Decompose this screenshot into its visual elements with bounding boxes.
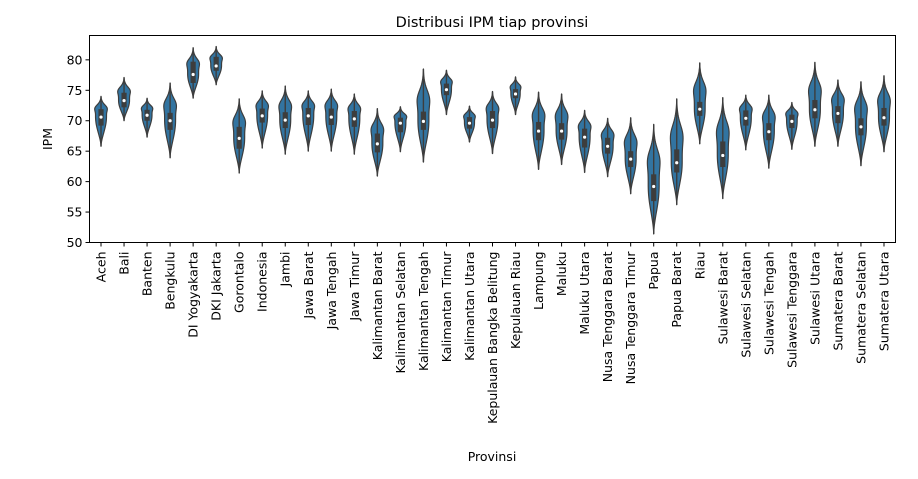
y-tick-label: 65 [67,144,83,159]
violin-median [237,136,241,140]
violin-box [674,149,680,173]
violin-median [329,115,333,119]
violin-box [213,56,219,71]
violin-median [767,130,771,134]
x-tick-label: Jawa Tengah [324,252,339,331]
x-tick-label: Lampung [531,252,546,311]
violin-median [559,129,564,133]
violin-median [260,114,264,118]
y-axis-label: IPM [40,128,55,150]
x-axis-label: Provinsi [468,449,517,464]
violin-median [490,118,495,122]
violin-box [397,117,403,133]
violin-median [168,119,172,123]
violin-median [145,113,149,117]
violin-median [122,99,126,103]
chart-title: Distribusi IPM tiap provinsi [396,15,589,31]
x-tick-label: Nusa Tenggara Timur [623,251,638,385]
violin-median [467,121,472,125]
violin-median [306,114,310,118]
violin-median [444,88,449,92]
violin-median [99,115,103,119]
violin-median [513,92,518,96]
x-tick-label: DKI Jakarta [209,252,224,321]
x-tick-label: Jambi [278,252,293,288]
x-tick-label: Sulawesi Selatan [738,252,753,358]
violin-median [744,116,748,120]
y-tick-label: 55 [67,205,83,220]
violin-median [283,118,287,122]
x-tick-label: Bengkulu [163,252,178,310]
violin-median [652,184,656,189]
x-tick-label: Maluku [554,252,569,297]
x-tick-label: Aceh [94,252,109,283]
x-tick-label: Kalimantan Barat [370,251,385,360]
violin-median [721,153,725,158]
x-tick-label: Banten [140,252,155,297]
violin-median [421,119,426,123]
y-axis: 50 55 60 65 70 75 80 [67,52,90,250]
y-tick-label: 80 [67,52,83,67]
x-tick-label: Kalimantan Selatan [393,252,408,374]
violin-median [583,135,587,139]
x-axis: Aceh Bali Banten Bengkulu DI Yogyakarta DKI J… [94,242,891,424]
plot-area [94,45,891,235]
violin-median [214,64,218,68]
violin-box [190,61,196,83]
x-tick-label: DI Yogyakarta [186,252,201,338]
violin-median [398,121,402,125]
violin-median [352,117,356,121]
violin-median [536,129,541,133]
x-tick-label: Jawa Timur [347,251,362,322]
x-tick-label: Kalimantan Timur [439,251,454,363]
x-tick-label: Sumatera Barat [830,251,845,350]
violin-median [606,144,610,148]
violin-median [882,116,886,120]
x-tick-label: Sulawesi Barat [715,251,730,344]
x-tick-label: Bali [117,252,132,275]
x-tick-label: Riau [692,252,707,280]
x-tick-label: Maluku Utara [577,252,592,335]
y-tick-label: 50 [67,235,83,250]
y-tick-label: 75 [67,83,83,98]
violin-median [859,125,863,129]
violin-median [813,108,817,112]
violin-median [790,119,794,123]
violin-median [698,107,702,111]
y-tick-label: 70 [67,113,83,128]
x-tick-label: Papua Barat [669,251,684,327]
x-tick-label: Kepulauan Bangka Belitung [485,252,500,424]
x-tick-label: Jawa Barat [301,251,316,319]
violin-median [191,72,195,77]
violin-median [375,142,379,146]
x-tick-label: Papua [646,252,661,290]
x-tick-label: Sumatera Selatan [853,252,868,364]
x-tick-label: Nusa Tenggara Barat [600,251,615,382]
violin-median [629,157,633,161]
x-tick-label: Kalimantan Tengah [416,252,431,371]
violin-median [836,111,840,116]
x-tick-label: Gorontalo [232,252,247,313]
x-tick-label: Kalimantan Utara [462,252,477,361]
x-tick-label: Sumatera Utara [876,252,891,352]
y-tick-label: 60 [67,174,83,189]
x-tick-label: Sulawesi Tenggara [784,252,799,368]
x-tick-label: Kepulauan Riau [508,252,523,349]
x-tick-label: Indonesia [255,252,270,312]
violin-median [675,161,679,165]
x-tick-label: Sulawesi Utara [807,252,822,345]
x-tick-label: Sulawesi Tengah [761,252,776,356]
